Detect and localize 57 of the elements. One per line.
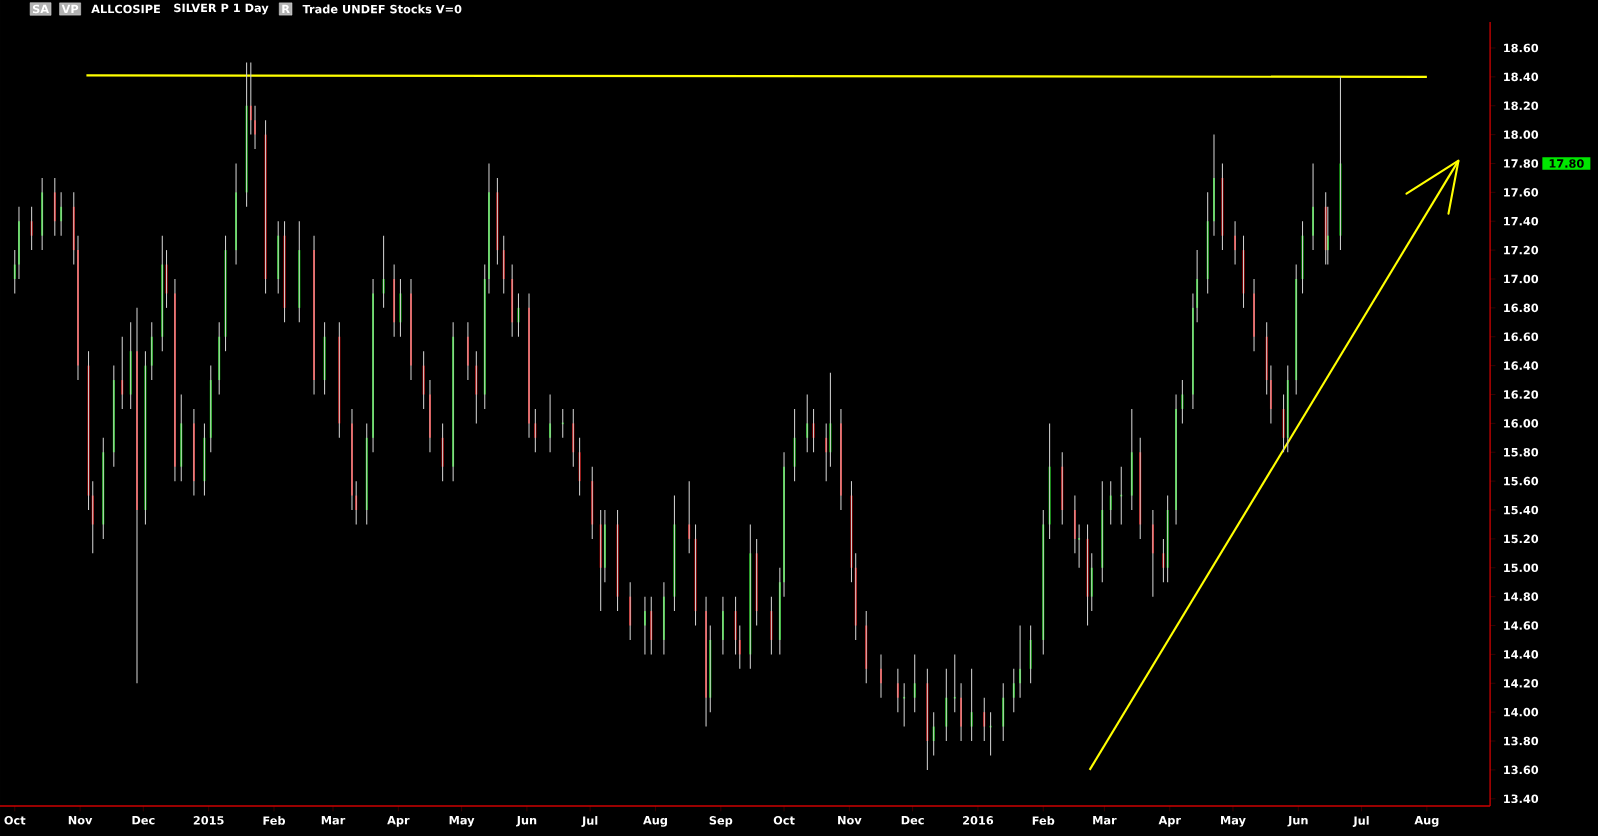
y-tick-label: 16.80 bbox=[1504, 303, 1539, 313]
chart-title: ALLCOSIPE bbox=[91, 4, 160, 14]
chart-subtitle: SILVER P 1 Day bbox=[174, 3, 269, 15]
x-tick-label: May bbox=[1221, 816, 1246, 827]
x-tick-label: Feb bbox=[263, 816, 286, 825]
x-tick-label: Jun bbox=[516, 816, 537, 827]
text: 17.80 bbox=[1549, 159, 1584, 168]
x-tick-label: Mar bbox=[321, 816, 346, 825]
x-tick-label: 2015 bbox=[193, 816, 224, 825]
y-tick-label: 15.80 bbox=[1504, 447, 1539, 457]
y-tick-label: 16.60 bbox=[1504, 332, 1539, 342]
text: VP bbox=[61, 4, 79, 14]
y-tick-label: 13.60 bbox=[1504, 765, 1539, 775]
x-tick-label: Jun bbox=[1287, 816, 1308, 827]
x-tick-label: Oct bbox=[773, 816, 795, 825]
x-tick-label: Nov bbox=[838, 816, 862, 825]
text: Trade UNDEF Stocks V=0 bbox=[302, 4, 462, 14]
x-tick-label: Dec bbox=[132, 816, 155, 825]
y-tick-label: 14.00 bbox=[1504, 707, 1539, 717]
text: R bbox=[282, 4, 290, 14]
y-tick-label: 17.60 bbox=[1504, 188, 1539, 197]
x-tick-label: Apr bbox=[387, 816, 410, 827]
y-tick-label: 18.40 bbox=[1504, 72, 1539, 82]
y-tick-label: 17.40 bbox=[1504, 216, 1539, 226]
x-tick-label: Aug bbox=[1414, 816, 1439, 827]
x-tick-label: Dec bbox=[901, 816, 924, 825]
y-tick-label: 16.20 bbox=[1504, 390, 1539, 399]
x-tick-label: Feb bbox=[1032, 816, 1055, 825]
x-tick-label: Sep bbox=[709, 816, 733, 827]
y-tick-label: 14.60 bbox=[1504, 621, 1539, 630]
x-tick-label: Jul bbox=[581, 816, 598, 827]
x-tick-label: May bbox=[449, 816, 475, 827]
x-tick-label: 2016 bbox=[963, 816, 994, 825]
x-tick-label: Nov bbox=[68, 816, 93, 825]
y-tick-label: 15.20 bbox=[1504, 534, 1539, 544]
text: SA bbox=[32, 4, 49, 14]
y-tick-label: 13.40 bbox=[1504, 794, 1539, 804]
y-tick-label: 17.00 bbox=[1504, 274, 1539, 284]
y-tick-label: 17.80 bbox=[1504, 159, 1539, 168]
y-tick-label: 14.20 bbox=[1504, 678, 1539, 688]
y-tick-label: 14.80 bbox=[1504, 592, 1539, 601]
x-tick-label: Jul bbox=[1352, 816, 1369, 827]
y-tick-label: 15.00 bbox=[1504, 563, 1539, 573]
y-tick-label: 15.40 bbox=[1504, 505, 1539, 515]
y-tick-label: 13.80 bbox=[1504, 736, 1539, 746]
x-tick-label: Apr bbox=[1158, 816, 1181, 827]
y-tick-label: 14.40 bbox=[1504, 650, 1539, 659]
y-tick-label: 15.60 bbox=[1504, 476, 1539, 486]
y-tick-label: 16.00 bbox=[1504, 419, 1539, 428]
y-tick-label: 16.40 bbox=[1504, 361, 1539, 370]
x-tick-label: Aug bbox=[643, 816, 667, 827]
y-tick-label: 17.20 bbox=[1504, 245, 1539, 255]
y-tick-label: 18.20 bbox=[1504, 101, 1539, 111]
x-tick-label: Oct bbox=[4, 816, 26, 825]
x-tick-label: Mar bbox=[1093, 816, 1117, 825]
y-tick-label: 18.60 bbox=[1504, 43, 1539, 53]
y-tick-label: 18.00 bbox=[1504, 130, 1539, 139]
